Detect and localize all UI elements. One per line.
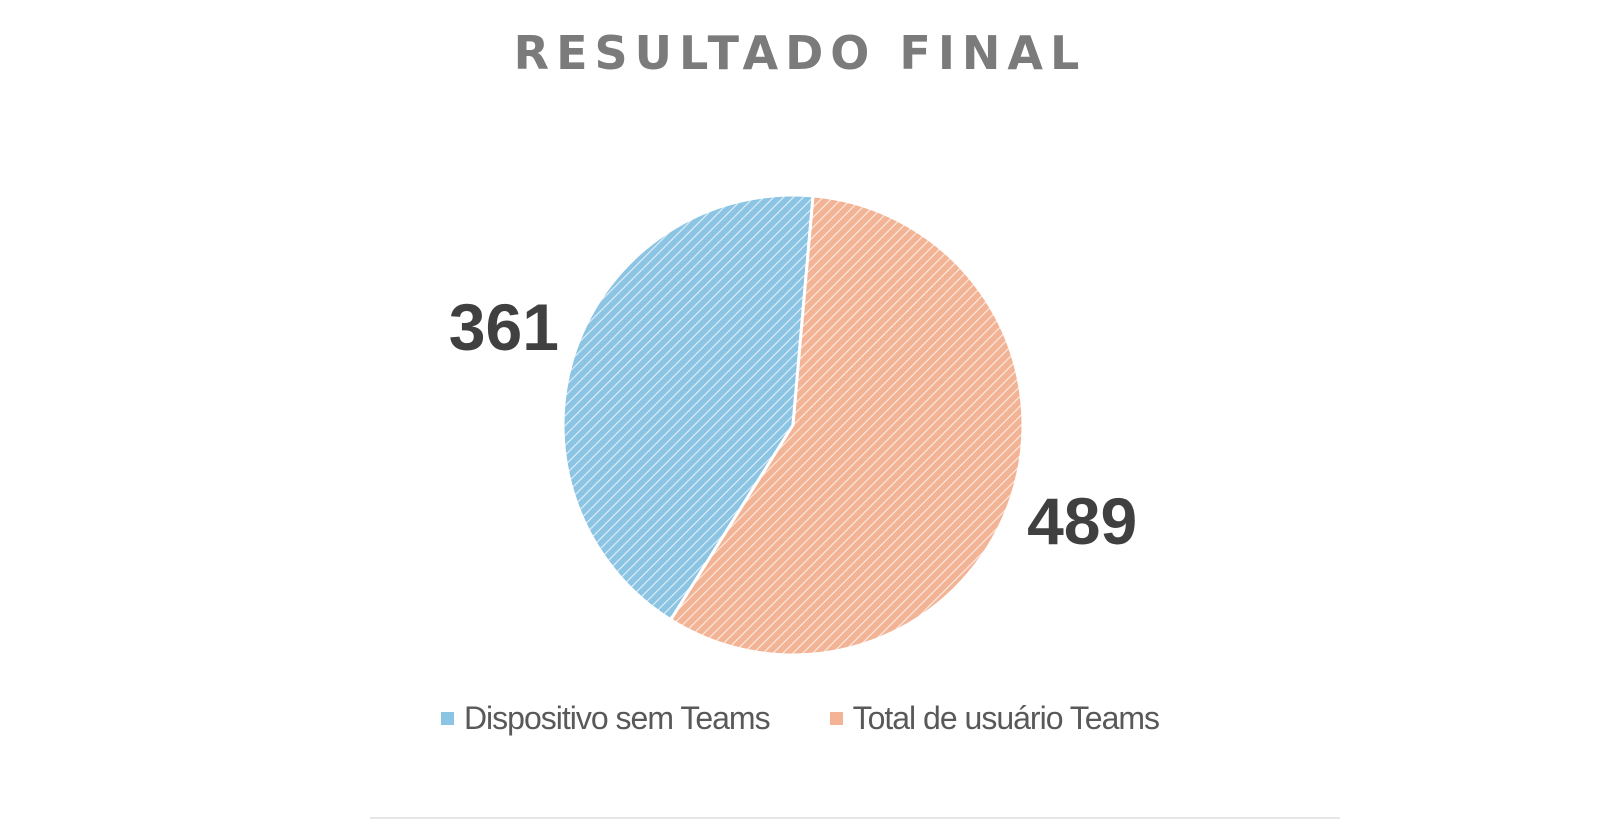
bottom-divider bbox=[370, 817, 1340, 819]
legend-item-total-usuario: Total de usuário Teams bbox=[830, 700, 1159, 737]
data-label-total-usuario: 489 bbox=[1027, 484, 1137, 558]
legend-item-dispositivo: Dispositivo sem Teams bbox=[441, 700, 770, 737]
legend-label-dispositivo: Dispositivo sem Teams bbox=[464, 700, 770, 737]
legend-label-total-usuario: Total de usuário Teams bbox=[853, 700, 1159, 737]
legend-swatch-dispositivo bbox=[441, 712, 454, 725]
data-label-dispositivo: 361 bbox=[449, 290, 559, 364]
legend: Dispositivo sem Teams Total de usuário T… bbox=[0, 700, 1600, 737]
legend-swatch-total-usuario bbox=[830, 712, 843, 725]
